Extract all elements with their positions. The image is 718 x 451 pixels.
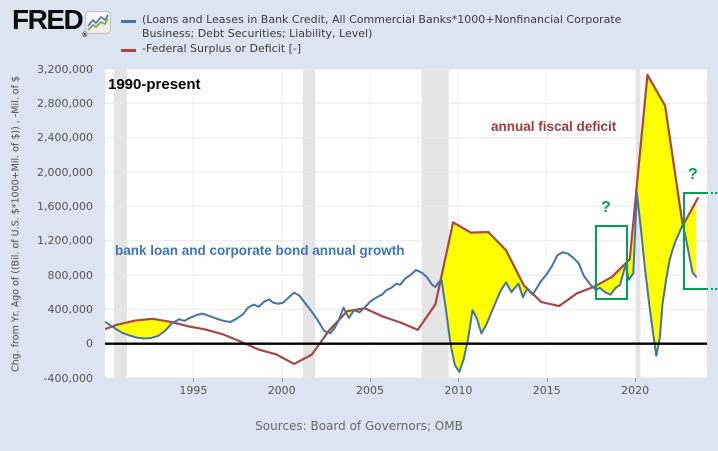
x-tick-mark xyxy=(193,378,195,382)
fred-sparkline-icon xyxy=(85,11,111,38)
annotation-green-dotted-line-top xyxy=(706,192,717,194)
y-tick-label: 2,400,000 xyxy=(37,131,93,145)
x-tick-label: 2000 xyxy=(267,384,296,397)
fred-logo-text: FRED xyxy=(12,4,84,35)
x-tick-mark xyxy=(281,378,283,382)
fill-deficit-above-growth xyxy=(112,318,173,339)
y-tick-label: 1,600,000 xyxy=(37,199,93,213)
y-tick-label: 400,000 xyxy=(47,302,94,316)
y-tick-label: 0 xyxy=(86,337,93,351)
recession-bar xyxy=(302,69,316,378)
recession-bar xyxy=(636,69,641,378)
x-tick-label: 1995 xyxy=(179,384,208,397)
registered-mark: ® xyxy=(82,32,88,39)
x-tick-mark xyxy=(370,378,372,382)
x-tick-label: 2020 xyxy=(621,384,650,397)
chart-canvas xyxy=(105,69,707,378)
y-tick-label: 3,200,000 xyxy=(37,62,93,76)
annotation-date-range: 1990-present xyxy=(108,76,201,93)
legend-series2-label: -Federal Surplus or Deficit [-] xyxy=(142,42,302,55)
y-tick-label: 2,000,000 xyxy=(37,165,93,179)
legend-dash-red xyxy=(121,49,136,52)
y-tick-label: 1,200,000 xyxy=(37,234,93,248)
x-tick-label: 2010 xyxy=(444,384,473,397)
y-axis-label: Chg. from Yr. Ago of ((Bil. of U.S. $*10… xyxy=(10,75,22,373)
sources-note: Sources: Board of Governors; OMB xyxy=(255,419,463,433)
annotation-question-mark-2: ? xyxy=(688,166,698,183)
annotation-growth-label: bank loan and corporate bond annual grow… xyxy=(115,243,405,258)
annotation-question-mark-1: ? xyxy=(601,199,611,216)
annotation-green-box-2 xyxy=(683,192,707,290)
y-tick-label: -400,000 xyxy=(43,371,93,385)
y-tick-label: 800,000 xyxy=(47,268,94,282)
legend-series1-line2: Business; Debt Securities; Liability, Le… xyxy=(142,26,373,40)
annotation-green-dotted-line-bottom xyxy=(706,288,717,290)
annotation-green-box-1 xyxy=(595,225,628,300)
deficit-line xyxy=(105,73,699,366)
recession-bar xyxy=(113,69,128,378)
legend-dash-blue xyxy=(121,20,136,23)
x-tick-mark xyxy=(635,378,637,382)
x-tick-mark xyxy=(546,378,548,382)
recession-bar xyxy=(421,69,449,378)
fill-deficit-above-growth xyxy=(593,75,683,355)
annotation-deficit-label: annual fiscal deficit xyxy=(491,119,617,134)
x-tick-mark xyxy=(458,378,460,382)
legend-series1-line1: (Loans and Leases in Bank Credit, All Co… xyxy=(142,13,622,26)
fill-deficit-above-growth xyxy=(440,222,533,372)
x-tick-label: 2015 xyxy=(532,384,561,397)
y-tick-label: 2,800,000 xyxy=(37,96,93,110)
plot-area[interactable] xyxy=(105,69,707,378)
x-tick-label: 2005 xyxy=(356,384,385,397)
fred-logo[interactable]: FRED® xyxy=(12,4,87,39)
